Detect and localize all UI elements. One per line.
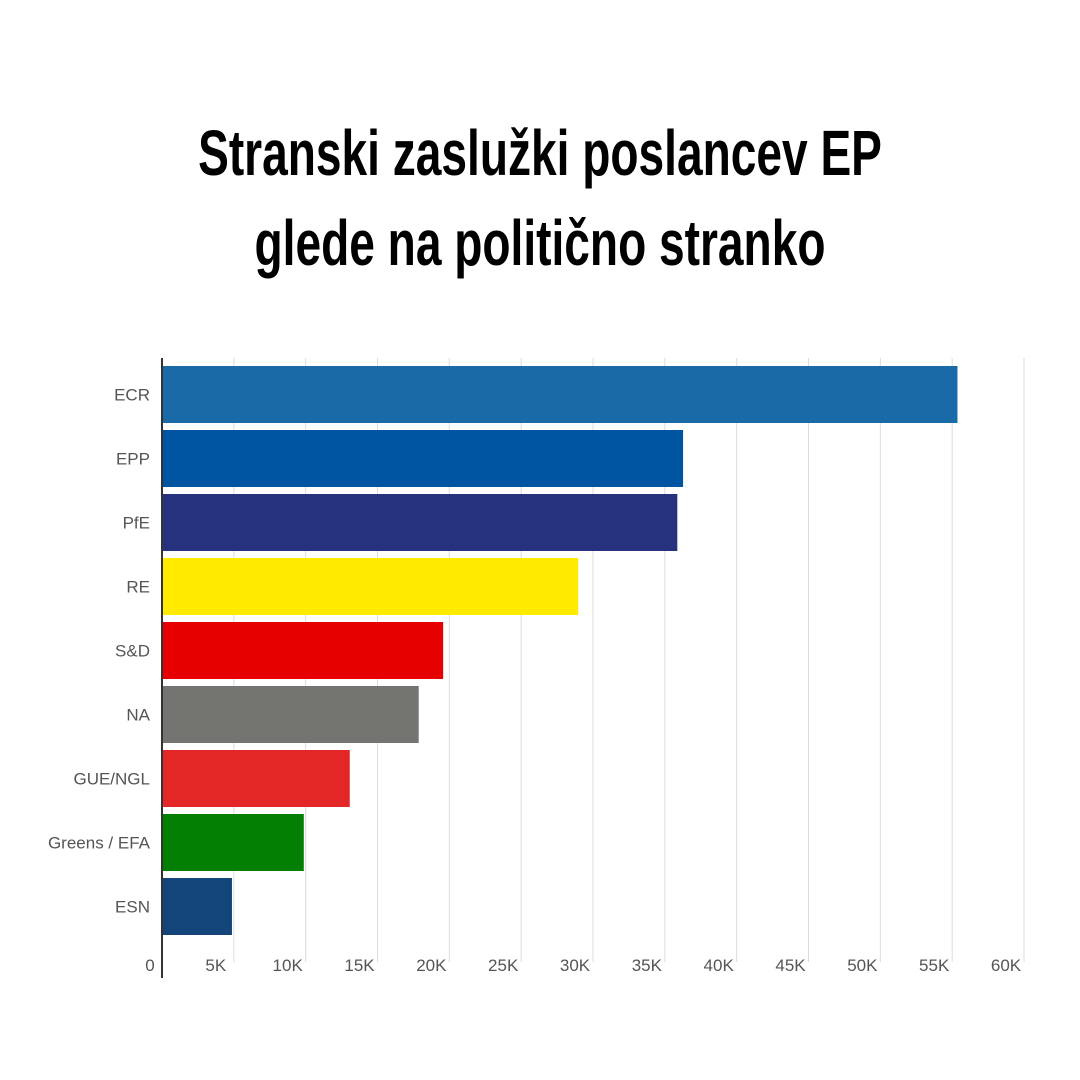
bar-epp [163,430,684,487]
category-label: ECR [114,386,150,405]
x-tick-label: 30K [560,956,591,975]
x-tick-label: 10K [273,956,304,975]
bar-na [163,686,419,743]
x-tick-label: 5K [205,956,226,975]
x-tick-label: 20K [416,956,447,975]
bar-s-d [163,622,444,679]
x-tick-label: 40K [704,956,735,975]
bar-gue-ngl [163,750,350,807]
x-tick-label: 35K [632,956,663,975]
title-line-2: glede na politično stranko [254,207,826,279]
bar-greens-efa [163,814,304,871]
category-label: S&D [115,642,150,661]
category-label: ESN [115,898,150,917]
x-tick-label: 55K [919,956,950,975]
category-label: NA [126,706,150,725]
category-label: EPP [116,450,150,469]
bar-esn [163,878,232,935]
x-tick-label: 25K [488,956,519,975]
x-tick-label: 45K [775,956,806,975]
chart-title: Stranski zaslužki poslancev EP glede na … [151,108,929,288]
x-tick-label: 0 [145,956,154,975]
category-label: RE [126,578,150,597]
category-label: GUE/NGL [73,770,150,789]
x-tick-label: 15K [344,956,375,975]
title-line-1: Stranski zaslužki poslancev EP [198,117,882,189]
bar-ecr [163,366,958,423]
category-label: Greens / EFA [48,834,151,853]
bar-pfe [163,494,678,551]
category-label: PfE [123,514,150,533]
x-tick-label: 60K [991,956,1022,975]
bar-re [163,558,579,615]
x-tick-label: 50K [847,956,878,975]
